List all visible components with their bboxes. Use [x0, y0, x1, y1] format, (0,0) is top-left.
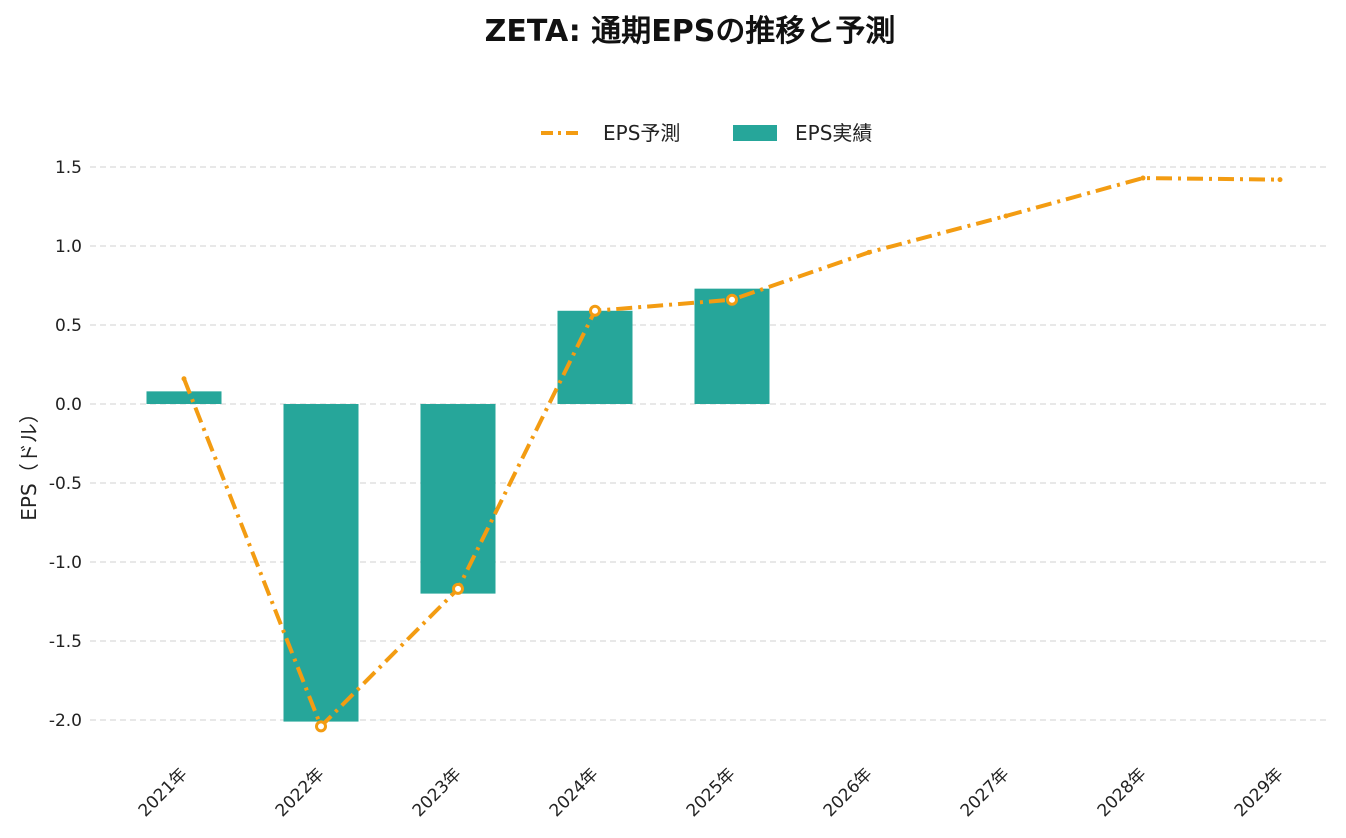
legend-actual-label: EPS実績: [795, 121, 872, 145]
y-axis-label: EPS（ドル）: [17, 403, 41, 520]
y-tick-label: 1.5: [55, 158, 82, 178]
x-tick-label: 2027年: [957, 764, 1014, 821]
bar-eps-actual: [146, 391, 222, 404]
x-tick-label: 2028年: [1094, 764, 1151, 821]
point-eps-forecast: [315, 720, 327, 733]
point-eps-forecast: [1140, 175, 1146, 181]
point-eps-forecast: [726, 293, 738, 306]
legend-forecast-label: EPS予測: [603, 121, 680, 145]
x-axis-ticks: 2021年 2022年 2023年 2024年 2025年 2026年 2027年 2028年…: [135, 764, 1288, 821]
point-eps-forecast: [1003, 213, 1009, 219]
grid: [90, 166, 1330, 721]
y-tick-label: 0.0: [55, 395, 82, 415]
y-axis-ticks: 1.5 1.0 0.5 0.0 -0.5 -1.0 -1.5 -2.0: [49, 158, 82, 731]
chart-title: ZETA: 通期EPSの推移と予測: [485, 14, 896, 49]
y-tick-label: -1.5: [49, 632, 82, 652]
x-tick-label: 2024年: [546, 764, 603, 821]
bar-eps-actual: [694, 288, 770, 404]
y-tick-label: 1.0: [55, 237, 82, 257]
legend-actual-swatch: [733, 125, 777, 141]
x-tick-label: 2029年: [1231, 764, 1288, 821]
point-eps-forecast: [452, 582, 464, 595]
bars-eps-actual: [146, 288, 770, 722]
bar-eps-actual: [557, 310, 633, 404]
legend: EPS予測 EPS実績: [541, 121, 872, 145]
point-eps-forecast: [1277, 177, 1283, 183]
x-tick-label: 2022年: [272, 764, 329, 821]
x-tick-label: 2026年: [820, 764, 877, 821]
point-eps-forecast: [589, 304, 601, 317]
y-tick-label: -0.5: [49, 474, 82, 494]
point-eps-forecast: [181, 376, 187, 382]
y-tick-label: -2.0: [49, 711, 82, 731]
x-tick-label: 2023年: [409, 764, 466, 821]
y-tick-label: -1.0: [49, 553, 82, 573]
x-tick-label: 2025年: [683, 764, 740, 821]
bar-eps-actual: [420, 404, 496, 594]
point-eps-forecast: [866, 249, 872, 255]
bar-eps-actual: [283, 404, 359, 722]
x-tick-label: 2021年: [135, 764, 192, 821]
y-tick-label: 0.5: [55, 316, 82, 336]
line-eps-forecast: [181, 175, 1283, 733]
